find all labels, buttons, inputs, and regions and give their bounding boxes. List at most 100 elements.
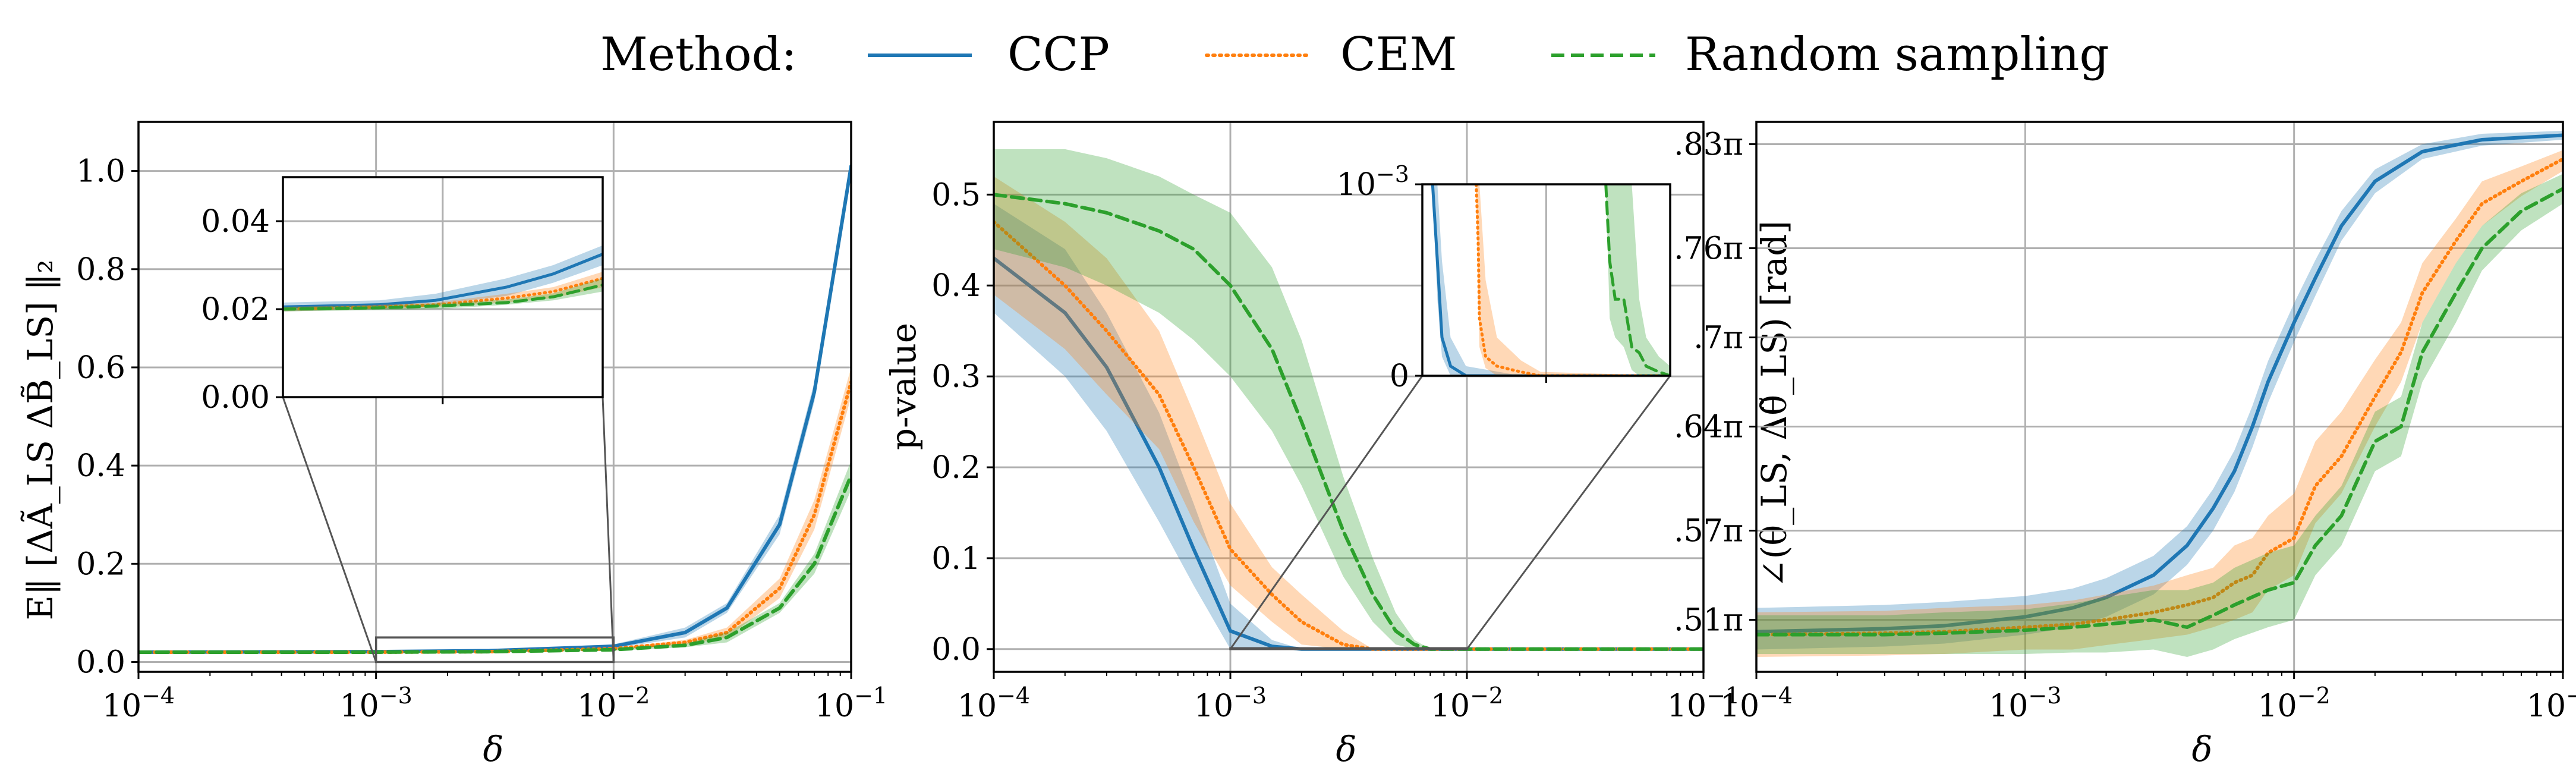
zoom-region bbox=[1229, 647, 1468, 650]
x-tick-label-base: 10 bbox=[102, 688, 141, 724]
y-tick-label: 0.0 bbox=[76, 644, 125, 680]
y-tick-label: 0.4 bbox=[931, 268, 981, 304]
x-tick-label: 10−2 bbox=[1431, 683, 1503, 724]
x-tick-label-base: 10 bbox=[815, 688, 854, 724]
series-band-cem bbox=[1756, 150, 2563, 657]
x-tick-label-base: 10 bbox=[577, 688, 616, 724]
inset-plot: 0 10−3 bbox=[1337, 161, 1671, 394]
x-tick-label-exp: −3 bbox=[379, 683, 412, 709]
y-tick-label: 0.8 bbox=[76, 252, 125, 288]
inset-y-tick-label: 0.00 bbox=[201, 380, 270, 416]
x-tick-label-base: 10 bbox=[958, 688, 997, 724]
xlabel-1: δ bbox=[483, 729, 504, 769]
x-tick-label-exp: −1 bbox=[1706, 683, 1740, 709]
series-line-random-sampling bbox=[138, 473, 851, 654]
x-tick-label-exp: −4 bbox=[1759, 683, 1793, 709]
y-tick-label: 0.0 bbox=[931, 632, 981, 668]
inset-y-tick-label: 0.02 bbox=[201, 292, 270, 328]
y-tick-label: .7π bbox=[1693, 320, 1743, 356]
x-tick-label: 10−4 bbox=[958, 683, 1030, 724]
y-tick-label: .76π bbox=[1674, 231, 1743, 267]
x-tick-label: 10−1 bbox=[815, 683, 887, 724]
x-tick-label-base: 10 bbox=[2527, 688, 2566, 724]
series-band-random-sampling bbox=[138, 460, 851, 652]
inset-y-tick-label-exp: −3 bbox=[1376, 161, 1409, 187]
inset-band-cem bbox=[1476, 184, 1670, 376]
y-tick-label: .83π bbox=[1674, 127, 1743, 163]
axes-frame bbox=[137, 121, 852, 673]
y-tick-label: 1.0 bbox=[76, 154, 125, 190]
inset-band-random-sampling bbox=[1605, 184, 1670, 376]
series-line-random-sampling bbox=[1756, 187, 2563, 637]
y-tick-label: .57π bbox=[1674, 514, 1743, 549]
x-tick-label: 10−4 bbox=[1720, 683, 1793, 724]
x-tick-label-base: 10 bbox=[1720, 688, 1759, 724]
y-tick-label: 0.3 bbox=[931, 359, 981, 395]
zoom-connector bbox=[602, 397, 615, 662]
inset-y-tick-label: 10−3 bbox=[1337, 161, 1409, 203]
inset-line-ccp bbox=[1431, 184, 1670, 376]
y-tick-label: 0.5 bbox=[931, 177, 981, 213]
series-band-ccp bbox=[994, 203, 1703, 649]
legend-random-label: Random sampling bbox=[1685, 28, 2109, 81]
inset-line-ccp bbox=[283, 253, 603, 309]
ylabel-3: ∠(θ_LS, Δθ̃_LS) [rad] bbox=[1754, 221, 1794, 588]
x-tick-label-base: 10 bbox=[1989, 688, 2028, 724]
x-tick-label: 10−3 bbox=[1194, 683, 1267, 724]
x-tick-label: 10−3 bbox=[1989, 683, 2061, 724]
chart-angle: δ ∠(θ_LS, Δθ̃_LS) [rad] 10−410−310−210−1… bbox=[1674, 121, 2576, 769]
zoom-connector bbox=[282, 397, 377, 662]
legend: Method: CCP CEM Random sampling bbox=[600, 28, 2109, 81]
x-tick-label-base: 10 bbox=[2258, 688, 2297, 724]
zoom-connector bbox=[1466, 375, 1671, 650]
y-tick-label: 0.4 bbox=[76, 448, 125, 484]
axes-frame bbox=[1755, 121, 2564, 673]
series-line-ccp bbox=[1756, 133, 2563, 634]
x-tick-label-base: 10 bbox=[1667, 688, 1706, 724]
zoom-connector bbox=[1229, 375, 1424, 650]
x-tick-label-exp: −3 bbox=[2028, 683, 2061, 709]
x-tick-label-exp: −1 bbox=[2566, 683, 2576, 709]
x-tick-label-exp: −2 bbox=[1470, 683, 1503, 709]
inset-line-random-sampling bbox=[1604, 184, 1670, 376]
ylabel-1: E‖ [ΔÃ_LS ΔB̃_LS] ‖₂ bbox=[20, 260, 61, 621]
x-tick-label-exp: −2 bbox=[616, 683, 650, 709]
inset-y-tick-label: 0.04 bbox=[201, 204, 270, 240]
y-tick-label: 0.1 bbox=[931, 541, 981, 577]
inset-line-random-sampling bbox=[283, 283, 603, 311]
x-tick-label: 10−2 bbox=[577, 683, 650, 724]
legend-title: Method: bbox=[600, 28, 797, 81]
x-tick-label-exp: −4 bbox=[997, 683, 1030, 709]
y-tick-label: .51π bbox=[1674, 603, 1743, 639]
legend-cem-label: CEM bbox=[1340, 28, 1457, 81]
y-tick-label: .64π bbox=[1674, 410, 1743, 445]
xlabel-3: δ bbox=[2192, 729, 2213, 769]
legend-ccp-label: CCP bbox=[1007, 28, 1110, 81]
x-tick-label-base: 10 bbox=[1194, 688, 1233, 724]
inset-band-random-sampling bbox=[283, 278, 603, 312]
chart-p-value: δ p-value 10−4 10−3 10−2 10−10.00.10.20.30.… bbox=[883, 121, 1740, 769]
x-tick-label: 10−1 bbox=[2527, 683, 2576, 724]
x-tick-label: 10−1 bbox=[1667, 683, 1740, 724]
x-tick-label-base: 10 bbox=[340, 688, 379, 724]
inset-frame bbox=[282, 176, 604, 398]
x-tick-label-exp: −4 bbox=[141, 683, 175, 709]
inset-band-ccp bbox=[1432, 184, 1670, 376]
inset-y-tick-label-base: 10 bbox=[1337, 167, 1376, 203]
inset-y-tick-label: 0 bbox=[1390, 359, 1409, 394]
y-tick-label: 0.6 bbox=[76, 350, 125, 386]
ylabel-2: p-value bbox=[883, 323, 924, 450]
x-tick-label: 10−4 bbox=[102, 683, 175, 724]
x-tick-label-exp: −2 bbox=[2297, 683, 2331, 709]
series-band-random-sampling bbox=[1756, 174, 2563, 657]
x-tick-label-base: 10 bbox=[1431, 688, 1470, 724]
series-band-cem bbox=[994, 176, 1703, 649]
xlabel-2: δ bbox=[1336, 729, 1357, 769]
x-tick-label: 10−2 bbox=[2258, 683, 2331, 724]
y-tick-label: 0.2 bbox=[76, 546, 125, 582]
x-tick-label-exp: −1 bbox=[854, 683, 887, 709]
x-tick-label-exp: −3 bbox=[1233, 683, 1267, 709]
x-tick-label: 10−3 bbox=[340, 683, 412, 724]
inset-frame bbox=[1421, 183, 1671, 377]
